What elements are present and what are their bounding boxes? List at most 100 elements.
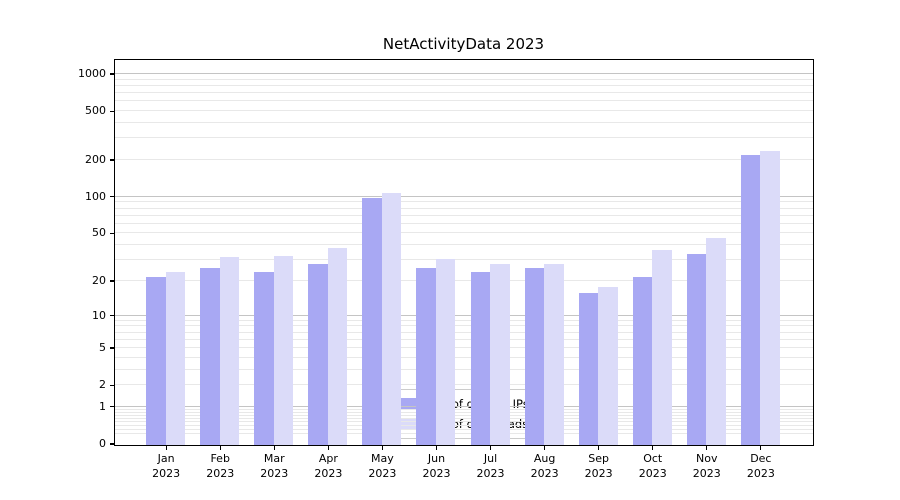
gridline-minor [114, 222, 813, 224]
bar-distinct-ips-sep [578, 292, 599, 445]
x-tick-year: 2023 [746, 467, 775, 480]
y-tick-mark [109, 347, 114, 349]
y-tick-mark [109, 384, 114, 386]
legend-swatch-distinct-ips [396, 398, 424, 409]
x-tick-label: Apr 2023 [293, 451, 363, 481]
gridline-minor [114, 433, 813, 435]
gridline-minor [114, 244, 813, 246]
gridline-minor [114, 408, 813, 410]
bar-distinct-ips-jan [146, 276, 166, 445]
gridline-minor [114, 421, 813, 423]
bar-distinct-ips-jul [470, 272, 491, 445]
gridline-minor [114, 159, 813, 160]
gridline-minor [114, 137, 813, 139]
gridline-minor [114, 424, 813, 426]
y-tick-mark [109, 406, 114, 408]
x-tick-label: Feb 2023 [185, 451, 255, 481]
gridline-minor [114, 122, 813, 124]
gridline-minor [114, 356, 813, 358]
gridline-minor [114, 84, 813, 86]
y-tick-mark [109, 314, 114, 317]
gridline-minor [114, 92, 813, 94]
y-tick-label: 50 [92, 226, 106, 240]
x-tick-year: 2023 [422, 467, 451, 480]
chart-title: NetActivityData 2023 [382, 35, 545, 53]
bar-distinct-ips-apr [308, 264, 328, 445]
x-tick-mark [435, 445, 438, 450]
bar-distinct-ips-jun [416, 268, 436, 445]
gridline-minor [114, 201, 813, 203]
y-tick-label: 100 [85, 189, 106, 203]
x-tick-label: Aug 2023 [510, 451, 580, 481]
y-tick-label: 20 [92, 273, 106, 287]
x-tick-year: 2023 [584, 467, 613, 480]
y-tick-label: 5 [99, 341, 106, 355]
gridline-minor [114, 207, 813, 209]
gridline-minor [114, 259, 813, 261]
bar-distinct-ips-aug [524, 268, 545, 445]
x-tick-year: 2023 [152, 467, 181, 480]
bar-distinct-ips-mar [254, 272, 274, 445]
y-tick-label: 1000 [78, 67, 106, 81]
x-tick-year: 2023 [206, 467, 235, 480]
gridline-minor [114, 279, 813, 281]
y-tick-label: 200 [85, 153, 106, 166]
x-tick-mark [327, 445, 329, 450]
y-tick-label: 0 [99, 437, 106, 450]
gridline-major [114, 405, 813, 407]
y-tick-label: 10 [92, 308, 106, 322]
x-tick-label: Jun 2023 [401, 451, 471, 481]
bar-distinct-ips-may [362, 198, 382, 445]
y-tick-mark [109, 196, 114, 198]
bar-downloads-sep [598, 286, 618, 445]
bar-downloads-jun [435, 258, 456, 445]
bar-distinct-ips-dec [740, 155, 761, 445]
gridline-minor [114, 347, 813, 349]
x-tick-year: 2023 [314, 467, 343, 480]
x-tick-mark [598, 445, 600, 450]
x-tick-year: 2023 [530, 467, 559, 480]
x-tick-mark [489, 445, 492, 450]
gridline-major [114, 195, 813, 197]
x-tick-label: Nov 2023 [672, 451, 742, 481]
x-tick-label: Jan 2023 [131, 451, 201, 481]
gridline-minor [114, 214, 813, 216]
gridline-minor [114, 411, 813, 413]
x-tick-mark [760, 445, 762, 450]
y-tick-mark [109, 280, 114, 282]
gridline-minor [114, 110, 813, 112]
gridline-minor [114, 368, 813, 370]
x-tick-label: May 2023 [347, 451, 417, 481]
x-tick-year: 2023 [638, 467, 667, 480]
y-tick-label: 2 [99, 378, 106, 392]
bar-downloads-may [381, 193, 402, 445]
x-tick-year: 2023 [692, 467, 721, 480]
gridline-minor [114, 414, 813, 416]
gridline-minor [114, 428, 813, 430]
y-tick-mark [109, 232, 114, 235]
x-tick-label: Sep 2023 [564, 451, 634, 481]
bar-downloads-aug [544, 264, 564, 445]
gridline-minor [114, 100, 813, 102]
gridline-minor [114, 232, 813, 234]
x-tick-year: 2023 [260, 467, 289, 480]
gridline-minor [114, 417, 813, 419]
x-tick-year: 2023 [368, 467, 397, 480]
bar-downloads-jul [490, 264, 510, 445]
x-tick-label: Mar 2023 [239, 451, 309, 481]
bar-downloads-nov [706, 238, 726, 445]
bar-downloads-mar [273, 255, 294, 445]
gridline-major [114, 314, 813, 316]
y-tick-label: 500 [85, 104, 106, 118]
gridline-minor [114, 319, 813, 321]
x-tick-label: Jul 2023 [456, 451, 526, 481]
bar-downloads-jan [165, 272, 186, 445]
bar-downloads-apr [327, 248, 348, 445]
bar-downloads-oct [652, 249, 672, 445]
x-tick-mark [273, 445, 275, 450]
x-tick-label: Oct 2023 [618, 451, 688, 481]
gridline-major [114, 73, 813, 75]
x-tick-mark [543, 445, 546, 450]
y-tick-mark [109, 443, 114, 445]
